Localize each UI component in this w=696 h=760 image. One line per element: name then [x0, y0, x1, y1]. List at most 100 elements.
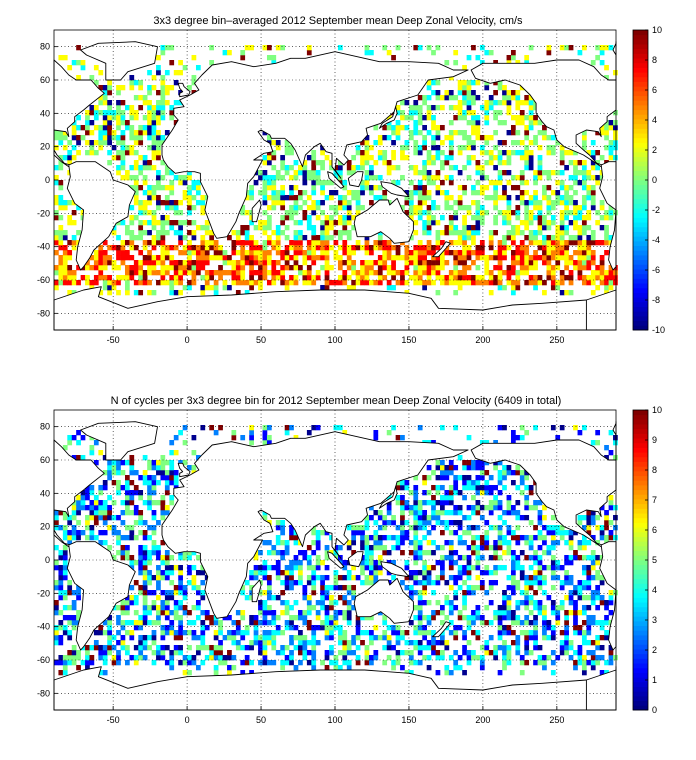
bin-cell: [249, 615, 254, 621]
bin-cell: [369, 565, 374, 571]
bin-cell: [120, 165, 126, 171]
bin-cell: [111, 230, 117, 236]
bin-cell: [182, 175, 188, 181]
bin-cell: [333, 575, 339, 581]
bin-cell: [58, 165, 64, 171]
bin-cell: [280, 220, 286, 226]
bin-cell: [107, 245, 112, 251]
bin-cell: [253, 640, 259, 646]
bin-cell: [475, 135, 481, 141]
bin-cell: [533, 260, 538, 266]
bin-cell: [289, 530, 294, 536]
bin-cell: [182, 65, 188, 71]
bin-cell: [360, 245, 365, 251]
bin-cell: [515, 140, 521, 146]
bin-cell: [546, 530, 552, 536]
bin-cell: [431, 155, 436, 161]
y-tick-label: -60: [37, 275, 50, 285]
bin-cell: [475, 255, 481, 261]
bin-cell: [413, 580, 419, 586]
colorbar-step: [633, 180, 648, 186]
bin-cell: [107, 505, 112, 511]
bin-cell: [581, 635, 587, 641]
bin-cell: [351, 530, 357, 536]
bin-cell: [400, 540, 405, 546]
bin-cell: [116, 515, 121, 521]
bin-cell: [506, 585, 512, 591]
bin-cell: [466, 590, 472, 596]
bin-cell: [311, 190, 317, 196]
bin-cell: [289, 275, 294, 281]
bin-cell: [142, 535, 148, 541]
bin-cell: [550, 605, 556, 611]
bin-cell: [320, 240, 325, 246]
bin-cell: [80, 65, 86, 71]
bin-cell: [497, 110, 503, 116]
bin-cell: [506, 170, 512, 176]
bin-cell: [85, 655, 90, 661]
bin-cell: [160, 245, 166, 251]
bin-cell: [329, 620, 334, 626]
bin-cell: [604, 290, 609, 296]
colorbar-step: [633, 287, 648, 293]
bin-cell: [324, 650, 330, 656]
bin-cell: [595, 150, 601, 156]
bin-cell: [306, 575, 312, 581]
bin-cell: [524, 190, 530, 196]
bin-cell: [440, 620, 445, 626]
bin-cell: [280, 275, 286, 281]
bin-cell: [173, 175, 179, 181]
bin-cell: [524, 165, 530, 171]
bin-cell: [164, 595, 170, 601]
bin-cell: [506, 130, 512, 136]
bin-cell: [271, 205, 277, 211]
bin-cell: [120, 500, 126, 506]
bin-cell: [479, 465, 485, 471]
bin-cell: [581, 250, 587, 256]
bin-cell: [599, 60, 605, 66]
bin-cell: [537, 160, 543, 166]
bin-cell: [550, 150, 556, 156]
bin-cell: [298, 190, 303, 196]
bin-cell: [417, 205, 423, 211]
bin-cell: [124, 550, 130, 556]
bin-cell: [173, 480, 179, 486]
bin-cell: [457, 490, 463, 496]
colorbar-step: [633, 128, 648, 134]
bin-cell: [533, 425, 538, 431]
bin-cell: [227, 655, 232, 661]
bin-cell: [195, 585, 201, 591]
bin-cell: [209, 235, 215, 241]
bin-cell: [528, 275, 534, 281]
bin-cell: [351, 155, 357, 161]
bin-cell: [311, 240, 317, 246]
bin-cell: [195, 245, 201, 251]
bin-cell: [555, 255, 561, 261]
bin-cell: [107, 275, 112, 281]
bin-cell: [258, 620, 263, 626]
bin-cell: [479, 620, 485, 626]
bin-cell: [537, 655, 543, 661]
bin-cell: [218, 660, 223, 666]
bin-cell: [289, 175, 294, 181]
bin-cell: [497, 535, 503, 541]
bin-cell: [138, 130, 144, 136]
bin-cell: [89, 515, 95, 521]
bin-cell: [444, 495, 450, 501]
bin-cell: [426, 250, 432, 256]
bin-cell: [160, 655, 166, 661]
bin-cell: [156, 545, 161, 551]
bin-cell: [102, 285, 108, 291]
bin-cell: [298, 220, 303, 226]
bin-cell: [271, 620, 277, 626]
bin-cell: [67, 515, 73, 521]
bin-cell: [107, 460, 112, 466]
bin-cell: [191, 180, 197, 186]
bin-cell: [608, 595, 614, 601]
bin-cell: [302, 620, 308, 626]
bin-cell: [466, 480, 472, 486]
bin-cell: [422, 185, 427, 191]
bin-cell: [422, 585, 427, 591]
bin-cell: [448, 180, 454, 186]
